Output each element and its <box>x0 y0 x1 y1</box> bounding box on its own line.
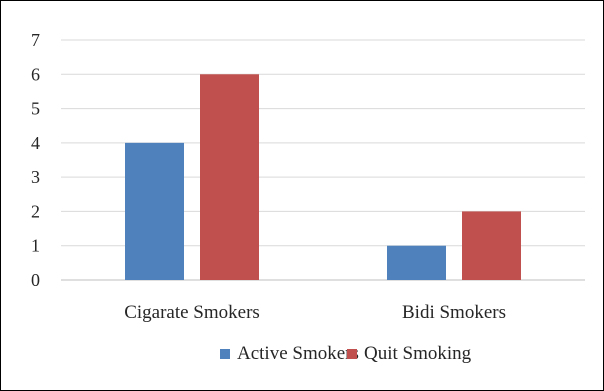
x-axis-categories: Cigarate Smokers Bidi Smokers <box>124 302 506 323</box>
legend-swatch <box>347 349 357 359</box>
legend: Active Smokers Quit Smoking <box>220 343 472 364</box>
y-axis-ticks: 0 1 2 3 4 5 6 7 <box>31 30 40 290</box>
y-tick-label: 4 <box>31 133 40 153</box>
y-tick-label: 7 <box>31 30 40 50</box>
bar-active-smokers-0 <box>125 142 184 280</box>
y-tick-label: 5 <box>31 99 40 119</box>
y-tick-label: 6 <box>31 64 40 84</box>
y-tick-label: 3 <box>31 167 40 187</box>
x-category-label: Cigarate Smokers <box>124 302 260 323</box>
bar-active-smokers-1 <box>387 245 446 280</box>
legend-swatch <box>220 349 230 359</box>
legend-label: Active Smokers <box>237 343 359 364</box>
y-tick-label: 2 <box>31 201 40 221</box>
x-category-label: Bidi Smokers <box>402 302 506 323</box>
legend-label: Quit Smoking <box>364 343 472 364</box>
y-tick-label: 0 <box>31 270 40 290</box>
bar-quit-smoking-1 <box>462 211 521 280</box>
y-tick-label: 1 <box>31 236 40 256</box>
bars <box>125 74 521 281</box>
bar-quit-smoking-0 <box>200 74 259 281</box>
